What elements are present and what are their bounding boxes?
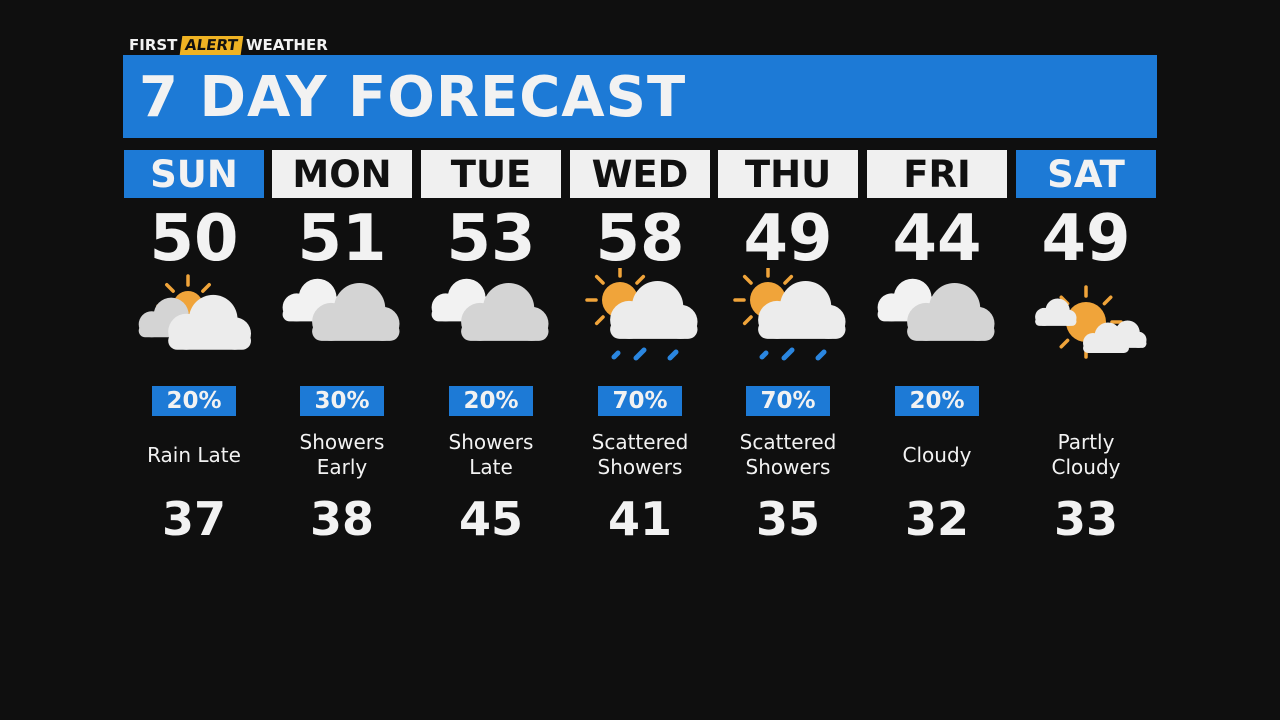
high-temp: 44 <box>892 202 982 276</box>
condition-text: Partly Cloudy <box>1016 428 1156 482</box>
condition-line: Scattered <box>591 430 689 454</box>
precip-chance-badge: 20% <box>895 386 979 416</box>
day-label: TUE <box>421 150 561 198</box>
low-temp: 45 <box>458 492 523 546</box>
condition-line: Late <box>469 455 513 479</box>
day-column-wed: WED 58 70% Scattered Showers 41 <box>570 150 710 570</box>
high-temp: 58 <box>595 202 685 276</box>
day-label: FRI <box>867 150 1007 198</box>
precip-chance-badge: 20% <box>449 386 533 416</box>
cloudy-icon <box>282 278 400 341</box>
condition-text: Cloudy <box>867 428 1007 482</box>
page-title: 7 DAY FORECAST <box>139 65 687 130</box>
condition-text: Rain Late <box>124 428 264 482</box>
condition-line: Partly <box>1057 430 1115 454</box>
cloudy-icon <box>431 278 549 341</box>
high-temp: 49 <box>743 202 833 276</box>
high-temp: 53 <box>446 202 536 276</box>
low-temp: 38 <box>309 492 374 546</box>
condition-text: Showers Early <box>272 428 412 482</box>
day-label: SAT <box>1016 150 1156 198</box>
condition-line: Showers <box>745 455 831 479</box>
partly-cloudy-icon <box>1035 285 1147 359</box>
condition-line: Showers <box>299 430 385 454</box>
condition-line: Showers <box>597 455 683 479</box>
day-column-fri: FRI 44 20% Cloudy 32 <box>867 150 1007 570</box>
high-temp: 50 <box>149 202 239 276</box>
low-temp: 37 <box>161 492 226 546</box>
day-column-mon: MON 51 30% Showers Early 38 <box>272 150 412 570</box>
condition-line: Cloudy <box>1051 455 1121 479</box>
condition-line: Cloudy <box>902 442 972 467</box>
day-column-sat: SAT 49 Partly Cloudy 33 <box>1016 150 1156 570</box>
condition-line: Rain Late <box>147 442 241 467</box>
condition-text: Scattered Showers <box>570 428 710 482</box>
low-temp: 32 <box>904 492 969 546</box>
sun-cloud-rain-icon <box>585 268 698 361</box>
condition-line: Scattered <box>739 430 837 454</box>
condition-line: Early <box>316 455 368 479</box>
day-label: MON <box>272 150 412 198</box>
sun-cloud-rain-icon <box>733 268 846 361</box>
low-temp: 33 <box>1053 492 1118 546</box>
precip-chance-badge: 30% <box>300 386 384 416</box>
title-banner: 7 DAY FORECAST <box>123 55 1157 138</box>
day-column-sun: SUN 50 20% Rain Late 37 <box>124 150 264 570</box>
precip-chance-badge: 70% <box>746 386 830 416</box>
low-temp: 41 <box>607 492 672 546</box>
day-label: THU <box>718 150 858 198</box>
precip-chance-badge: 70% <box>598 386 682 416</box>
brand-alert: ALERT <box>180 35 244 55</box>
low-temp: 35 <box>755 492 820 546</box>
day-column-tue: TUE 53 20% Showers Late 45 <box>421 150 561 570</box>
precip-chance-badge: 20% <box>152 386 236 416</box>
cloudy-icon <box>877 278 995 341</box>
condition-text: Scattered Showers <box>718 428 858 482</box>
condition-text: Showers Late <box>421 428 561 482</box>
high-temp: 51 <box>297 202 387 276</box>
day-label: WED <box>570 150 710 198</box>
brand-weather: WEATHER <box>245 36 328 54</box>
day-column-thu: THU 49 70% Scattered Showers 35 <box>718 150 858 570</box>
condition-line: Showers <box>448 430 534 454</box>
brand-first: FIRST <box>129 36 178 54</box>
brand-logo: FIRST ALERT WEATHER <box>129 35 328 55</box>
day-label: SUN <box>124 150 264 198</box>
partly-sunny-icon <box>138 274 251 350</box>
high-temp: 49 <box>1041 202 1131 276</box>
